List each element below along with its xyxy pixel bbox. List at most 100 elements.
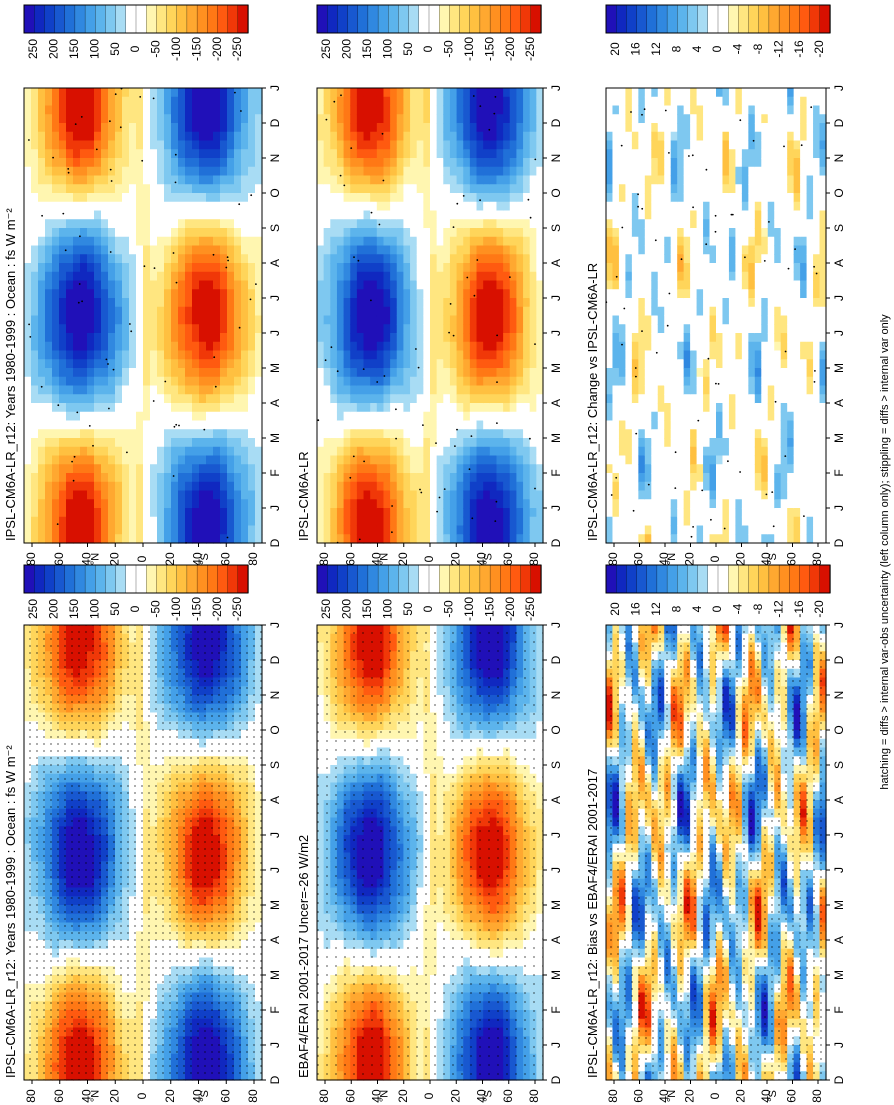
colorbar-swatch bbox=[398, 564, 410, 594]
colorbar-label: 250 bbox=[319, 599, 333, 619]
lat-label: 60 bbox=[501, 1089, 515, 1103]
month-label: J bbox=[268, 867, 282, 873]
colorbar-swatch bbox=[357, 564, 369, 594]
colorbar-swatch bbox=[95, 564, 107, 594]
colorbar-label: -200 bbox=[503, 597, 517, 621]
colorbar-label: -150 bbox=[189, 597, 203, 621]
month-label: M bbox=[549, 900, 563, 910]
colorbar-swatch bbox=[428, 564, 440, 594]
colorbar-swatch bbox=[176, 564, 188, 594]
colorbar-label: -200 bbox=[210, 597, 224, 621]
hemisphere-label: °S bbox=[483, 1090, 495, 1102]
colorbar-swatch bbox=[146, 564, 158, 594]
colorbar-swatch bbox=[479, 564, 491, 594]
month-label: J bbox=[268, 622, 282, 628]
month-label: J bbox=[549, 867, 563, 873]
lat-label: 40 bbox=[191, 1089, 205, 1103]
colorbar-swatch bbox=[500, 564, 512, 594]
colorbar-swatch bbox=[337, 564, 349, 594]
colorbar-swatch bbox=[408, 564, 420, 594]
month-label: A bbox=[268, 796, 282, 804]
month-label: M bbox=[268, 970, 282, 980]
month-label: S bbox=[268, 761, 282, 769]
lat-label: 0 bbox=[135, 1092, 149, 1099]
hemisphere-label: °N bbox=[379, 1090, 391, 1102]
colorbar-label: 150 bbox=[360, 599, 374, 619]
month-label: D bbox=[549, 655, 563, 664]
colorbar-swatch bbox=[196, 564, 208, 594]
colorbar-swatch bbox=[74, 564, 86, 594]
colorbar-swatch bbox=[64, 564, 76, 594]
colorbar-swatch bbox=[510, 564, 522, 594]
hemisphere-label: °N bbox=[89, 1090, 101, 1102]
colorbar-swatch bbox=[135, 564, 147, 594]
lat-label: 20 bbox=[107, 1089, 121, 1103]
month-label: J bbox=[268, 832, 282, 838]
month-label: J bbox=[549, 1042, 563, 1048]
colorbar-swatch bbox=[105, 564, 117, 594]
month-label: D bbox=[268, 1075, 282, 1084]
colorbar-swatch bbox=[388, 564, 400, 594]
month-label: J bbox=[549, 622, 563, 628]
colorbar-swatch bbox=[34, 564, 46, 594]
lat-label: 80 bbox=[527, 1089, 541, 1103]
colorbar-swatch bbox=[156, 564, 168, 594]
colorbar-frame bbox=[316, 564, 542, 594]
colorbar-swatch bbox=[115, 564, 127, 594]
colorbar-swatch bbox=[186, 564, 198, 594]
colorbar-swatch bbox=[347, 564, 359, 594]
colorbar-swatch bbox=[439, 564, 451, 594]
colorbar-swatch bbox=[84, 564, 96, 594]
month-label: M bbox=[549, 970, 563, 980]
hemisphere-label: °S bbox=[199, 1090, 211, 1102]
colorbar-swatch bbox=[227, 564, 239, 594]
colorbar-swatch bbox=[125, 564, 137, 594]
colorbar-swatch bbox=[418, 564, 430, 594]
stipple-overlay bbox=[317, 625, 543, 1080]
colorbar-label: 150 bbox=[67, 599, 81, 619]
colorbar-label: 50 bbox=[401, 602, 415, 616]
month-label: N bbox=[268, 691, 282, 700]
lat-label: 20 bbox=[163, 1089, 177, 1103]
colorbar: 250 200 150 100 50 0 -50 -100 -150 -200 -250 bbox=[316, 564, 542, 621]
lat-label: 60 bbox=[218, 1089, 232, 1103]
lat-label: 40 bbox=[475, 1089, 489, 1103]
colorbar-label: -100 bbox=[169, 597, 183, 621]
colorbar-swatch bbox=[377, 564, 389, 594]
colorbar-label: -50 bbox=[149, 600, 163, 618]
month-label: O bbox=[549, 725, 563, 734]
lat-label: 20 bbox=[396, 1089, 410, 1103]
colorbar-swatch bbox=[367, 564, 379, 594]
colorbar-swatch bbox=[166, 564, 178, 594]
colorbar-swatch bbox=[237, 564, 249, 594]
lat-label: 0 bbox=[422, 1092, 436, 1099]
stipple-overlay bbox=[24, 625, 262, 1080]
month-label: A bbox=[549, 936, 563, 944]
colorbar-swatch bbox=[23, 564, 35, 594]
colorbar-label: 0 bbox=[128, 605, 142, 612]
colorbar-swatch bbox=[54, 564, 66, 594]
colorbar-label: 200 bbox=[47, 599, 61, 619]
lat-label: 80 bbox=[317, 1089, 331, 1103]
colorbar-swatch bbox=[207, 564, 219, 594]
colorbar-swatch bbox=[449, 564, 461, 594]
lat-label: 40 bbox=[370, 1089, 384, 1103]
colorbar-swatch bbox=[530, 564, 542, 594]
lat-label: 80 bbox=[24, 1089, 38, 1103]
lat-label: 40 bbox=[80, 1089, 94, 1103]
month-label: A bbox=[549, 796, 563, 804]
colorbar-label: 100 bbox=[380, 599, 394, 619]
month-label: N bbox=[549, 691, 563, 700]
colorbar-label: -100 bbox=[462, 597, 476, 621]
colorbar-label: 200 bbox=[340, 599, 354, 619]
lat-label: 80 bbox=[246, 1089, 260, 1103]
lat-label: 20 bbox=[448, 1089, 462, 1103]
month-label: S bbox=[549, 761, 563, 769]
colorbar: 250 200 150 100 50 0 -50 -100 -150 -200 -250 bbox=[23, 564, 249, 621]
colorbar-label: -250 bbox=[230, 597, 244, 621]
panel-title: IPSL-CM6A-LR_r12: Years 1980-1999 : Ocea… bbox=[3, 745, 18, 1078]
colorbar-label: 50 bbox=[108, 602, 122, 616]
